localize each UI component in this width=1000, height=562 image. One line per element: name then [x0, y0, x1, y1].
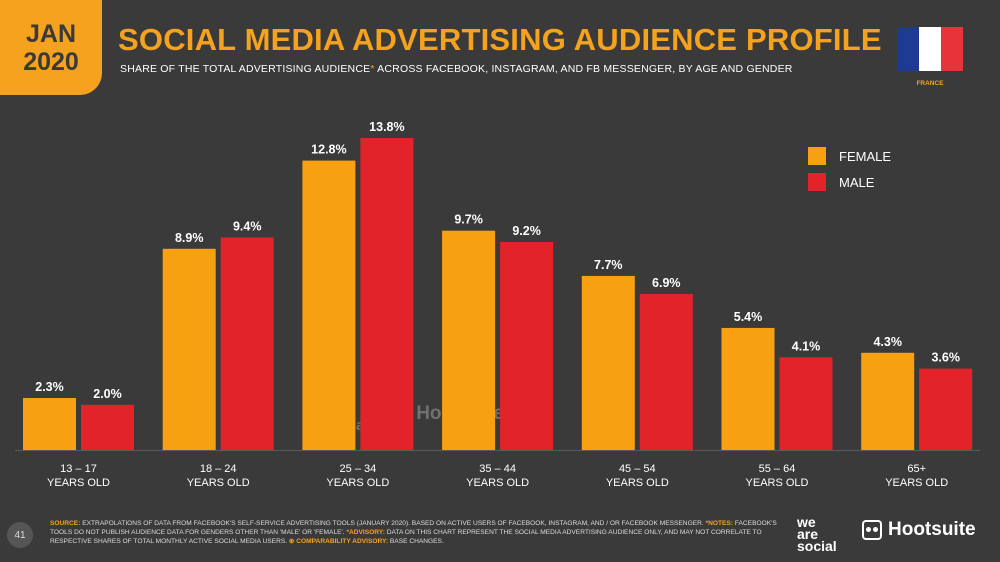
subtitle-main: SHARE OF THE TOTAL ADVERTISING AUDIENCE [120, 63, 371, 75]
legend-item-male: MALE [808, 169, 891, 195]
x-tick-label-4-0: 45 – 54 [619, 463, 656, 475]
data-label-female-2: 12.8% [311, 143, 346, 157]
country-label: FRANCE [916, 80, 944, 87]
x-tick-label-1-1: YEARS OLD [187, 477, 250, 489]
flag-stripe-white [919, 27, 941, 71]
x-tick-label-6-0: 65+ [907, 463, 926, 475]
legend-item-female: FEMALE [808, 143, 891, 169]
comparability-label: ⊕ COMPARABILITY ADVISORY: [288, 538, 389, 545]
subtitle-star: * [370, 63, 375, 75]
advisory-text: DATA ON THIS CHART REPRESENT THE SOCIAL … [50, 529, 762, 545]
x-tick-label-0-1: YEARS OLD [47, 477, 110, 489]
x-tick-label-3-1: YEARS OLD [466, 477, 529, 489]
bar-male-2 [360, 138, 414, 450]
page-number: 41 [7, 522, 33, 548]
data-label-male-3: 9.2% [512, 224, 541, 238]
logo-ws-we: we [797, 514, 816, 530]
bar-male-1 [220, 237, 274, 450]
logo-ws-are: are [797, 526, 819, 542]
comparability-text: BASE CHANGES. [388, 538, 444, 545]
x-tick-label-5-0: 55 – 64 [759, 463, 796, 475]
bar-female-0 [23, 398, 76, 450]
bar-female-6 [861, 352, 915, 450]
legend-label-male: MALE [839, 174, 875, 190]
data-label-female-4: 7.7% [594, 258, 623, 272]
source-label: SOURCE: [50, 520, 81, 527]
legend-swatch-male [808, 173, 826, 191]
bar-female-5 [721, 327, 775, 450]
owl-icon [862, 520, 882, 540]
x-tick-label-3-0: 35 – 44 [479, 463, 516, 475]
logo-ws-social: social [797, 538, 837, 554]
data-label-male-0: 2.0% [93, 387, 122, 401]
bar-male-6 [919, 368, 973, 450]
badge-month: JAN [25, 19, 76, 48]
bar-female-3 [442, 230, 496, 450]
data-label-female-3: 9.7% [454, 213, 483, 227]
flag-stripe-blue [897, 27, 919, 71]
legend-swatch-female [808, 147, 826, 165]
x-tick-label-2-1: YEARS OLD [326, 477, 389, 489]
chart-legend: FEMALE MALE [808, 143, 891, 195]
bar-female-2 [302, 160, 356, 450]
we-are-social-logo: we are social [797, 514, 837, 554]
bar-male-0 [81, 404, 134, 450]
x-tick-label-1-0: 18 – 24 [200, 463, 237, 475]
footer-notes: SOURCE: EXTRAPOLATIONS OF DATA FROM FACE… [50, 519, 785, 546]
subtitle-rest: ACROSS FACEBOOK, INSTAGRAM, AND FB MESSE… [374, 63, 793, 75]
source-text: EXTRAPOLATIONS OF DATA FROM FACEBOOK'S S… [80, 520, 706, 527]
notes-label: *NOTES: [705, 520, 734, 527]
advisory-label: *ADVISORY: [346, 529, 385, 536]
bar-male-3 [500, 242, 554, 450]
x-tick-label-0-0: 13 – 17 [60, 463, 97, 475]
notes-text: FACEBOOK'S TOOLS DO NOT PUBLISH AUDIENCE… [50, 520, 777, 536]
bar-female-4 [581, 275, 635, 450]
page-title: SOCIAL MEDIA ADVERTISING AUDIENCE PROFIL… [118, 22, 882, 57]
legend-label-female: FEMALE [839, 148, 892, 164]
bar-male-4 [639, 294, 693, 450]
bar-male-5 [779, 357, 833, 450]
data-label-female-5: 5.4% [734, 310, 763, 324]
data-label-male-6: 3.6% [931, 351, 960, 365]
logo-hootsuite-text: Hootsuite [888, 519, 976, 540]
data-label-female-6: 4.3% [873, 335, 902, 349]
data-label-male-5: 4.1% [792, 339, 821, 353]
france-flag-icon [897, 27, 963, 71]
flag-stripe-red [941, 27, 963, 71]
x-tick-label-6-1: YEARS OLD [885, 477, 948, 489]
data-label-female-1: 8.9% [175, 231, 204, 245]
data-label-male-1: 9.4% [233, 219, 262, 233]
x-tick-label-5-1: YEARS OLD [746, 477, 809, 489]
hootsuite-logo: Hootsuite [862, 519, 976, 541]
data-label-male-4: 6.9% [652, 276, 681, 290]
badge-year: 2020 [23, 47, 79, 76]
data-label-male-2: 13.8% [369, 120, 404, 134]
date-badge: JAN 2020 [0, 0, 102, 95]
data-label-female-0: 2.3% [35, 380, 64, 394]
x-tick-label-4-1: YEARS OLD [606, 477, 669, 489]
x-tick-label-2-0: 25 – 34 [340, 463, 377, 475]
page-subtitle: SHARE OF THE TOTAL ADVERTISING AUDIENCE*… [120, 63, 793, 75]
bar-female-1 [162, 248, 216, 450]
